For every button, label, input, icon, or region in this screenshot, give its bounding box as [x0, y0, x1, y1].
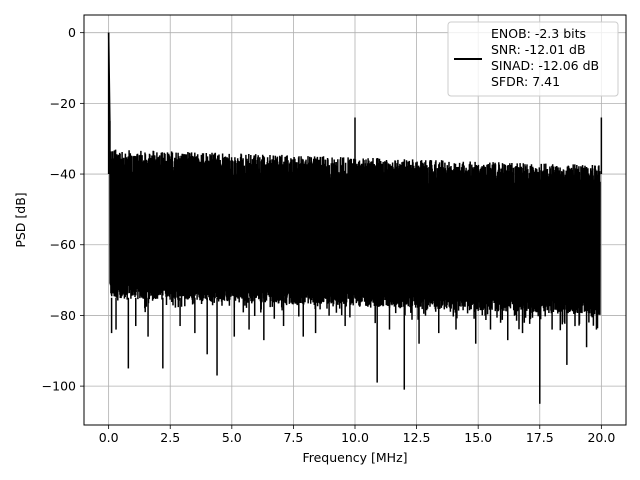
psd-noise-trace: [107, 32, 601, 331]
y-tick-label: 0: [68, 25, 76, 40]
legend-box: [447, 21, 619, 97]
plot-area: [107, 32, 603, 404]
x-tick-label: 20.0: [587, 430, 615, 445]
y-axis-label: PSD [dB]: [13, 192, 28, 247]
x-tick-label: 0.0: [99, 430, 119, 445]
x-axis-label: Frequency [MHz]: [302, 450, 407, 465]
legend-enob: ENOB: -2.3 bits: [491, 26, 586, 41]
legend: ENOB: -2.3 bits SNR: -12.01 dB SINAD: -1…: [447, 21, 619, 97]
legend-snr: SNR: -12.01 dB: [491, 42, 586, 57]
x-tick-label: 10.0: [341, 430, 369, 445]
x-tick-label: 12.5: [403, 430, 431, 445]
x-tick-label: 15.0: [464, 430, 492, 445]
y-tick-label: −60: [50, 237, 76, 252]
y-tick-label: −80: [50, 308, 76, 323]
y-tick-label: −100: [42, 379, 76, 394]
y-tick-label: −40: [50, 167, 76, 182]
x-tick-label: 7.5: [283, 430, 303, 445]
legend-sinad: SINAD: -12.06 dB: [491, 58, 599, 73]
x-tick-label: 17.5: [526, 430, 554, 445]
legend-sfdr: SFDR: 7.41: [491, 74, 560, 89]
y-tick-label: −20: [50, 96, 76, 111]
ticks: 0.0 2.5 5.0 7.5 10.0 12.5 15.0 17.5 20.0 0 −20 −40 −…: [42, 25, 616, 445]
x-tick-label: 2.5: [160, 430, 180, 445]
x-tick-label: 5.0: [222, 430, 242, 445]
